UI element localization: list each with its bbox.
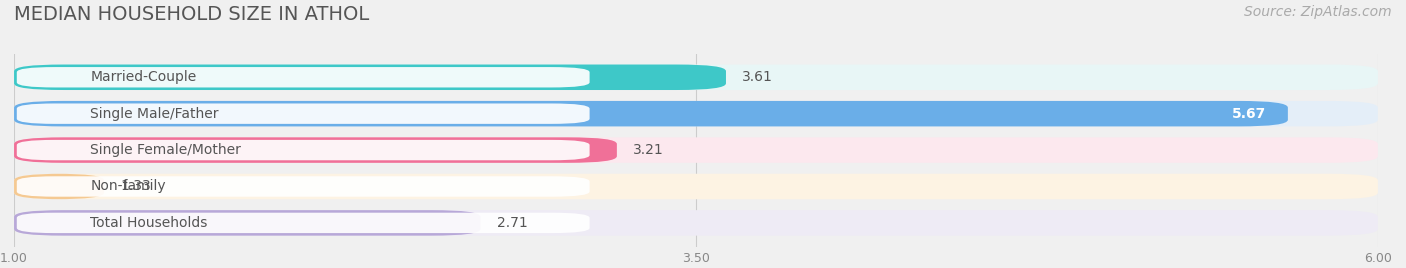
Text: MEDIAN HOUSEHOLD SIZE IN ATHOL: MEDIAN HOUSEHOLD SIZE IN ATHOL bbox=[14, 5, 370, 24]
FancyBboxPatch shape bbox=[17, 140, 589, 160]
Text: Total Households: Total Households bbox=[90, 216, 208, 230]
Text: 3.21: 3.21 bbox=[633, 143, 664, 157]
FancyBboxPatch shape bbox=[14, 210, 1378, 236]
Text: Married-Couple: Married-Couple bbox=[90, 70, 197, 84]
Text: Single Male/Father: Single Male/Father bbox=[90, 107, 219, 121]
Text: Non-family: Non-family bbox=[90, 180, 166, 193]
FancyBboxPatch shape bbox=[17, 67, 589, 87]
FancyBboxPatch shape bbox=[14, 101, 1378, 126]
FancyBboxPatch shape bbox=[14, 101, 1288, 126]
FancyBboxPatch shape bbox=[17, 213, 589, 233]
FancyBboxPatch shape bbox=[14, 174, 1378, 199]
Text: Single Female/Mother: Single Female/Mother bbox=[90, 143, 242, 157]
FancyBboxPatch shape bbox=[14, 174, 104, 199]
FancyBboxPatch shape bbox=[17, 103, 589, 124]
Text: 3.61: 3.61 bbox=[742, 70, 773, 84]
FancyBboxPatch shape bbox=[17, 176, 589, 197]
FancyBboxPatch shape bbox=[14, 65, 1378, 90]
FancyBboxPatch shape bbox=[14, 210, 481, 236]
Text: 5.67: 5.67 bbox=[1232, 107, 1265, 121]
Text: 2.71: 2.71 bbox=[496, 216, 527, 230]
Text: 1.33: 1.33 bbox=[121, 180, 152, 193]
FancyBboxPatch shape bbox=[14, 137, 1378, 163]
Text: Source: ZipAtlas.com: Source: ZipAtlas.com bbox=[1244, 5, 1392, 19]
FancyBboxPatch shape bbox=[14, 65, 725, 90]
FancyBboxPatch shape bbox=[14, 137, 617, 163]
